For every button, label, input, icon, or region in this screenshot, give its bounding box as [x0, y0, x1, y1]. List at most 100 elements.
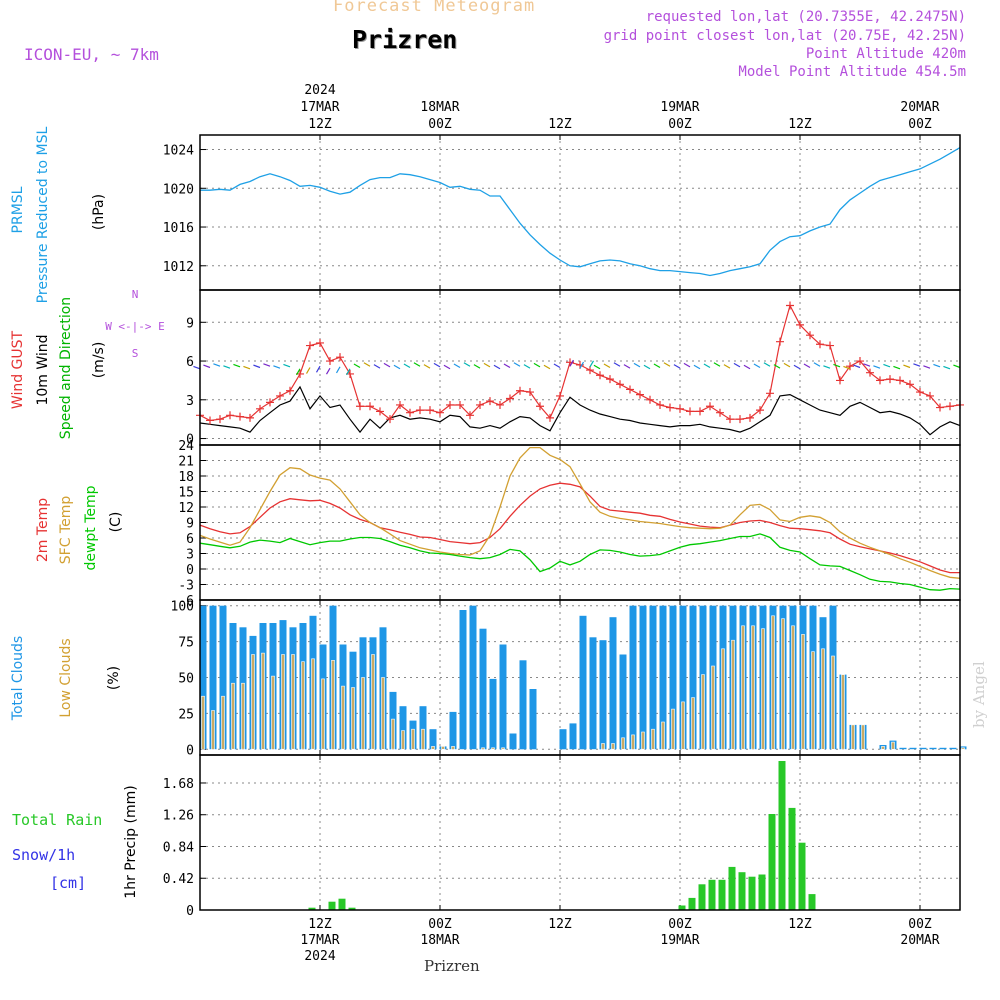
low-cloud-bar — [441, 746, 445, 750]
total-cloud-bar — [689, 605, 697, 750]
wind-arrow — [363, 362, 371, 367]
compass-n: N — [132, 288, 139, 301]
gust-point — [236, 412, 244, 421]
total-cloud-bar — [489, 678, 497, 750]
grid-point-coords: grid point closest lon,lat (20.75E, 42.2… — [603, 28, 966, 44]
gust-point — [706, 402, 714, 411]
gust-point — [546, 413, 554, 422]
footer-place: Prizren — [424, 957, 480, 975]
total-cloud-bar — [609, 617, 617, 750]
bottom-time-label: 2024 — [304, 949, 335, 964]
low-cloud-bar — [391, 718, 395, 750]
ytick-label: -3 — [178, 579, 194, 594]
gust-point — [496, 400, 504, 409]
gust-point — [756, 406, 764, 415]
low-cloud-bar — [761, 628, 765, 750]
wind-arrow — [873, 365, 881, 369]
wind-arrow — [213, 363, 221, 367]
requested-coords: requested lon,lat (20.7355E, 42.2475N) — [645, 9, 966, 25]
gust-point — [746, 413, 754, 422]
wind-arrow — [883, 363, 891, 368]
gust-point — [856, 357, 864, 366]
wind-arrow — [543, 364, 551, 370]
wind-arrow — [569, 359, 575, 367]
total-cloud-bar — [589, 637, 597, 750]
gust-point — [316, 338, 324, 347]
wind-arrow — [233, 363, 241, 368]
gust-point — [836, 376, 844, 385]
wind-ylabel-dir: Speed and Direction — [58, 297, 74, 439]
sfc-temp-line — [199, 446, 961, 579]
model-label: ICON-EU, ~ 7km — [24, 45, 159, 64]
wind-arrow — [893, 365, 901, 370]
gust-point — [266, 398, 274, 407]
wind10-line — [199, 385, 961, 436]
ytick-label: 6 — [186, 355, 194, 370]
wind-arrow — [733, 362, 741, 368]
total-cloud-bar — [459, 610, 467, 750]
wind-arrow — [593, 364, 601, 370]
point-altitude: Point Altitude 420m — [805, 46, 966, 62]
wind-arrow — [793, 364, 801, 370]
wind-arrow — [263, 363, 271, 367]
low-cloud-bar — [641, 731, 645, 750]
low-cloud-bar — [751, 625, 755, 750]
rain-bar — [778, 761, 786, 910]
bottom-time-label: 17MAR — [300, 933, 339, 948]
ytick-label: 21 — [178, 455, 194, 470]
wind-arrow — [763, 362, 771, 367]
low-cloud-bar — [251, 654, 255, 750]
gust-point — [436, 408, 444, 417]
wind-arrow — [653, 363, 661, 369]
wind-arrow — [643, 364, 651, 370]
top-time-label: 00Z — [908, 117, 932, 132]
gust-point — [286, 386, 294, 395]
wind-arrow — [493, 364, 501, 370]
gust-point — [676, 404, 684, 413]
bottom-time-label: 20MAR — [900, 933, 939, 948]
ytick-label: -6 — [178, 594, 194, 609]
wind-arrow — [295, 368, 301, 376]
gust-point — [486, 397, 494, 406]
wind-arrow — [813, 362, 821, 367]
rain-bar — [698, 884, 706, 910]
wind-arrow — [413, 362, 421, 367]
low-cloud-bar — [341, 685, 345, 750]
ytick-label: 0.42 — [163, 872, 194, 887]
low-cloud-bar — [321, 678, 325, 750]
gust-point — [686, 407, 694, 416]
wind-arrow — [443, 364, 451, 370]
gust-point — [606, 375, 614, 384]
ytick-label: 15 — [178, 486, 194, 501]
ytick-label: 24 — [178, 439, 194, 454]
gust-point — [806, 331, 814, 340]
wind-arrow — [553, 363, 561, 369]
total-cloud-bar — [479, 628, 487, 750]
ytick-label: 9 — [186, 517, 194, 532]
top-time-label: 00Z — [668, 117, 692, 132]
rain-bar — [728, 866, 736, 910]
precip-label-rain: Total Rain — [12, 811, 102, 829]
wind-arrow — [243, 365, 251, 370]
low-cloud-bar — [731, 639, 735, 750]
gust-point — [256, 404, 264, 413]
top-time-label: 12Z — [788, 117, 812, 132]
gust-point — [826, 341, 834, 350]
low-cloud-bar — [671, 708, 675, 750]
total-cloud-bar — [449, 711, 457, 750]
wind-arrow — [345, 368, 351, 376]
pressure-ylabel-1: PRMSL — [10, 186, 26, 233]
low-cloud-bar — [681, 701, 685, 750]
low-cloud-bar — [821, 648, 825, 750]
low-cloud-bar — [271, 675, 275, 750]
rain-bar — [708, 879, 716, 910]
low-cloud-bar — [701, 674, 705, 750]
wind-arrow — [393, 364, 401, 370]
ytick-label: 25 — [178, 707, 194, 722]
wind-arrow — [335, 366, 341, 374]
wind-arrow — [633, 362, 641, 368]
wind-ylabel-10m: 10m Wind — [35, 334, 51, 405]
ytick-label: 1016 — [163, 221, 194, 236]
